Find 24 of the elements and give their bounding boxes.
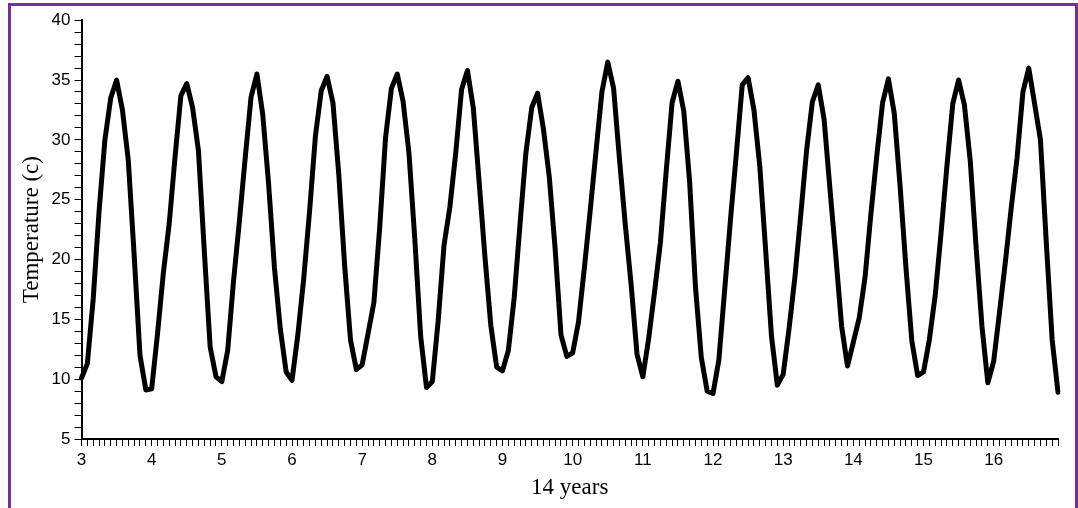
- x-tick-label: 13: [773, 449, 793, 469]
- x-tick-label: 4: [146, 449, 157, 469]
- x-tick-label: 14: [843, 449, 863, 469]
- x-tick-label: 9: [497, 449, 508, 469]
- y-tick-label: 25: [51, 189, 71, 209]
- y-tick-label: 40: [51, 9, 71, 29]
- x-tick-label: 3: [76, 449, 87, 469]
- x-tick-label: 12: [703, 449, 723, 469]
- x-tick-label: 16: [984, 449, 1004, 469]
- x-tick-label: 6: [287, 449, 297, 469]
- y-axis-title: Temperature (c): [17, 156, 43, 304]
- y-tick-label: 5: [61, 428, 71, 448]
- x-tick-label: 15: [914, 449, 933, 469]
- y-tick-label: 30: [51, 129, 71, 149]
- y-tick-label: 35: [51, 69, 71, 89]
- y-tick-label: 15: [51, 309, 71, 329]
- x-tick-label: 7: [357, 449, 367, 469]
- x-tick-label: 10: [563, 449, 583, 469]
- x-tick-label: 8: [427, 449, 438, 469]
- y-tick-label: 20: [51, 249, 71, 269]
- y-tick-label: 10: [51, 368, 71, 388]
- x-axis-title: 14 years: [531, 474, 609, 500]
- x-tick-label: 5: [217, 449, 227, 469]
- x-tick-label: 11: [634, 449, 652, 469]
